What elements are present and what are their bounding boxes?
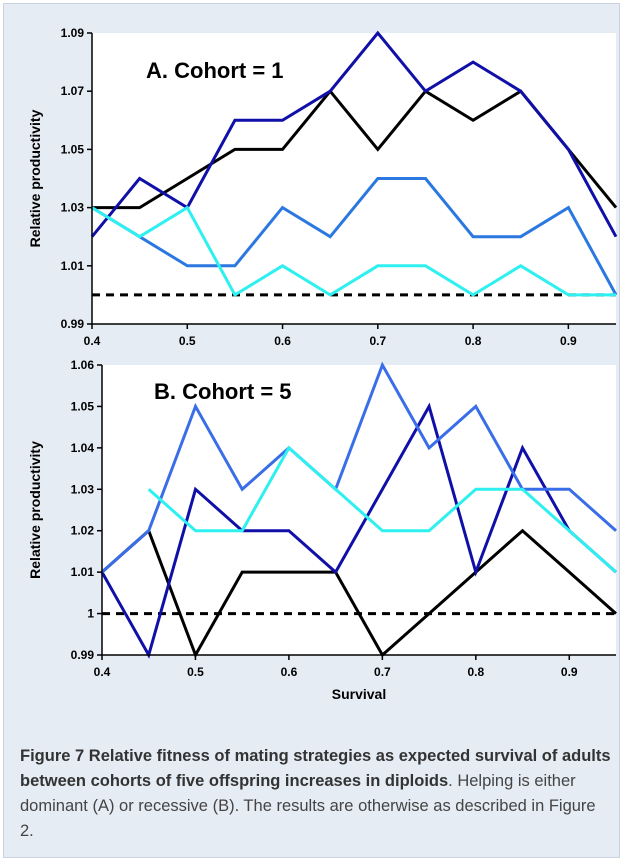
x-tick-label: 0.8 bbox=[467, 665, 484, 679]
x-tick-label: 0.9 bbox=[560, 334, 577, 348]
x-tick-label: 0.8 bbox=[465, 334, 482, 348]
y-tick-label: 1.05 bbox=[71, 399, 95, 413]
series-line-2 bbox=[100, 402, 617, 659]
caption-title: Relative fitness of mating strategies as… bbox=[20, 747, 611, 790]
y-tick-label: 0.99 bbox=[61, 317, 85, 331]
x-tick-label: 0.5 bbox=[187, 665, 204, 679]
y-tick-label: 1.01 bbox=[71, 565, 95, 579]
x-tick-label: 0.4 bbox=[94, 665, 111, 679]
y-tick-label: 1.04 bbox=[71, 441, 95, 455]
figure-caption: Figure 7 Relative fitness of mating stra… bbox=[20, 744, 612, 844]
series-line-1 bbox=[101, 528, 617, 659]
series-line-2 bbox=[90, 30, 618, 238]
y-tick-label: 1.05 bbox=[61, 142, 85, 156]
chart-title: A. Cohort = 1 bbox=[146, 58, 284, 83]
x-axis-title: Survival bbox=[332, 686, 386, 702]
chart-title: B. Cohort = 5 bbox=[154, 379, 292, 404]
y-axis-title: Relative productivity bbox=[27, 441, 43, 579]
caption-body: . Helping is either dominant (A) or rece… bbox=[20, 772, 596, 840]
y-tick-label: 1.03 bbox=[71, 482, 95, 496]
plot-area bbox=[92, 33, 616, 324]
x-tick-label: 0.9 bbox=[561, 665, 578, 679]
series-line-4 bbox=[147, 445, 617, 574]
y-tick-label: 1.02 bbox=[71, 524, 95, 538]
y-tick-label: 1.01 bbox=[61, 259, 85, 273]
x-tick-label: 0.6 bbox=[281, 665, 298, 679]
y-tick-label: 0.99 bbox=[71, 648, 95, 662]
figure-panel: 0.99 1.01 1.03 1.05 1.07 1.09 0.4 0.5 0.6 0.7 0.8 0… bbox=[3, 3, 620, 858]
x-tick-label: 0.4 bbox=[84, 334, 101, 348]
y-tick-label: 1.07 bbox=[61, 84, 85, 98]
y-tick-label: 1 bbox=[87, 607, 94, 621]
y-tick-label: 1.06 bbox=[71, 358, 95, 372]
series-line-3 bbox=[101, 361, 617, 574]
caption-figure-label: Figure 7 bbox=[20, 747, 85, 765]
x-tick-label: 0.7 bbox=[374, 665, 391, 679]
y-tick-label: 1.09 bbox=[61, 26, 85, 40]
y-tick-label: 1.03 bbox=[61, 201, 85, 215]
chart-cohort-1: 0.99 1.01 1.03 1.05 1.07 1.09 0.4 0.5 0.6 0.7 0.8 0… bbox=[27, 26, 618, 348]
chart-cohort-5: 0.99 1 1.01 1.02 1.03 1.04 1.05 1.06 0.4 0.5 0.6 0.… bbox=[27, 358, 617, 702]
x-tick-label: 0.6 bbox=[274, 334, 291, 348]
series-line-3 bbox=[91, 177, 618, 296]
series-line-4 bbox=[91, 205, 616, 298]
y-axis-title: Relative productivity bbox=[27, 109, 43, 247]
x-tick-label: 0.7 bbox=[369, 334, 386, 348]
x-tick-label: 0.5 bbox=[179, 334, 196, 348]
